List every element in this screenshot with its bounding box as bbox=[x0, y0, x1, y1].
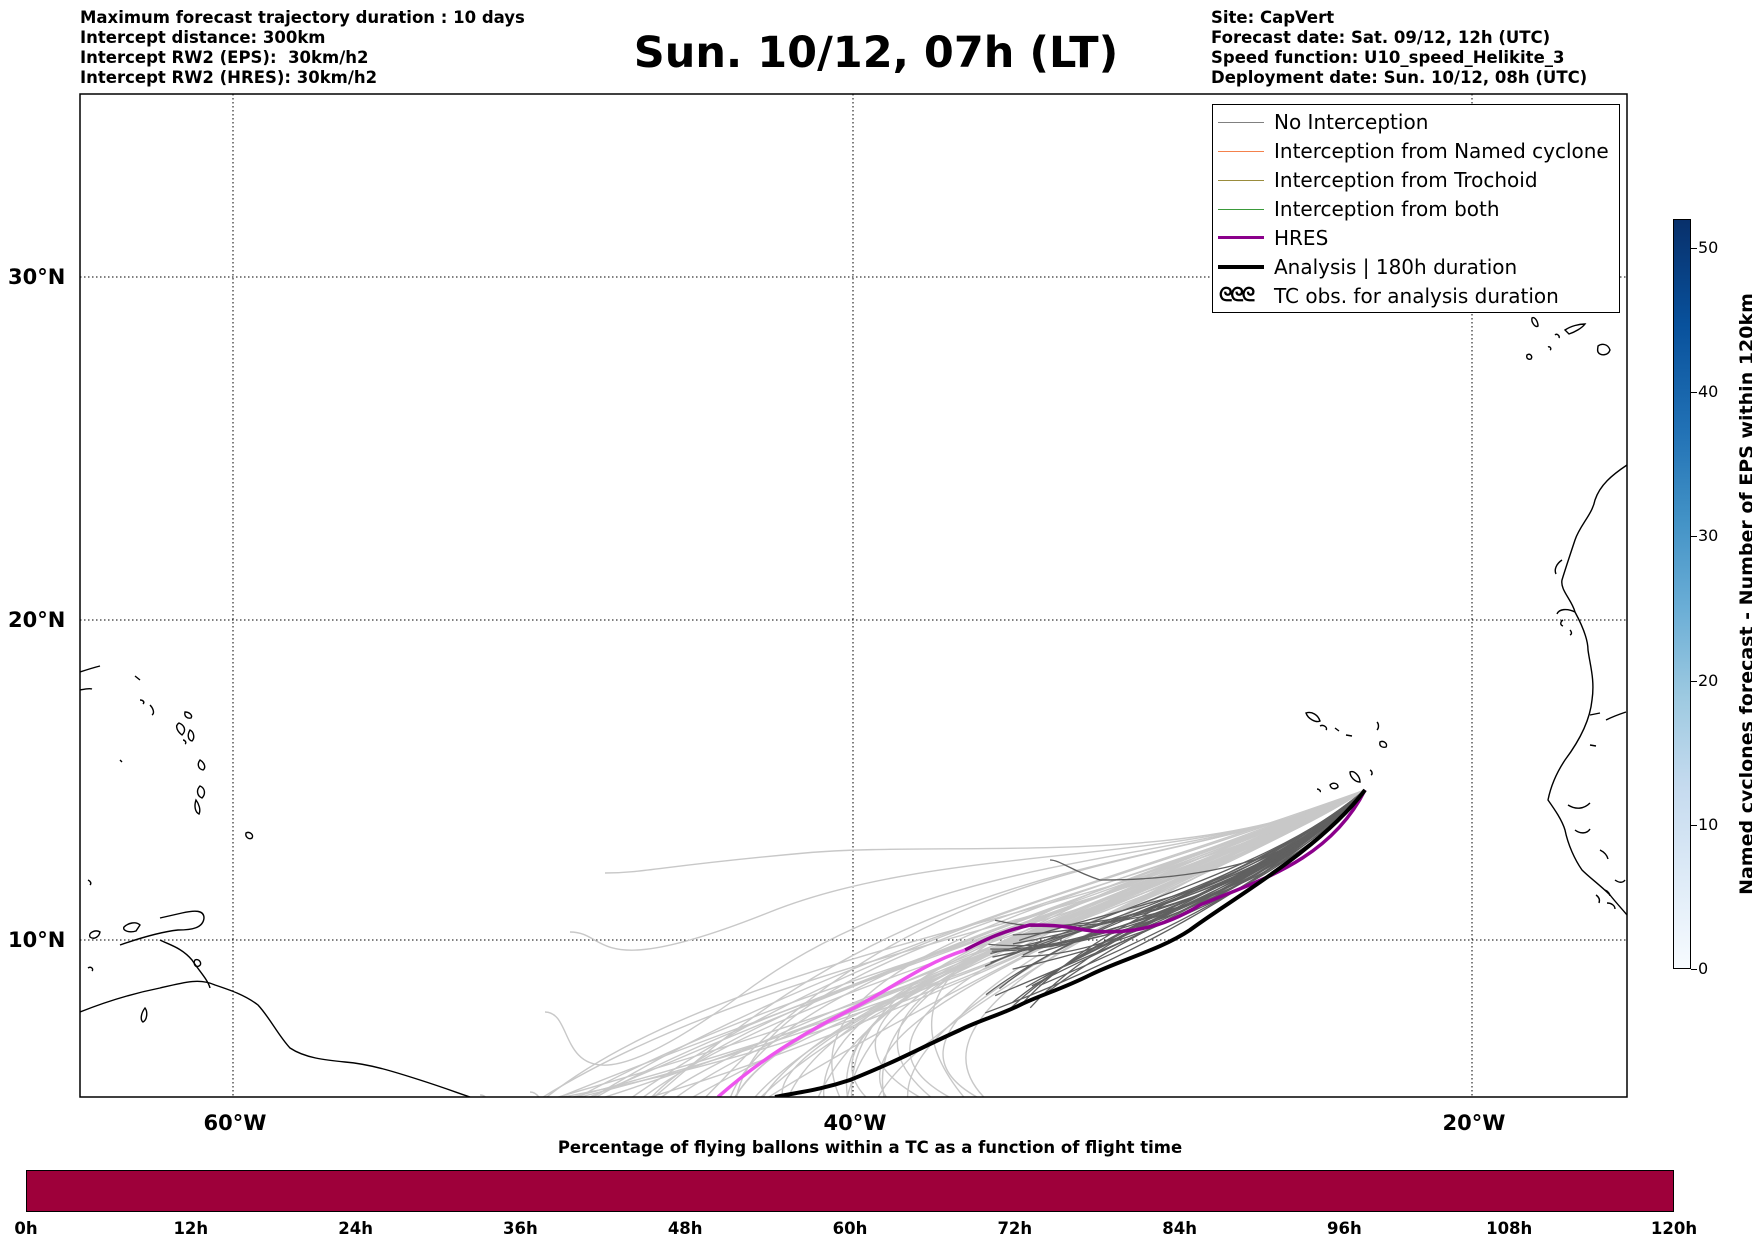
legend-line-olive bbox=[1218, 180, 1264, 181]
legend-label: HRES bbox=[1274, 226, 1329, 250]
trajectory-line bbox=[998, 789, 1366, 990]
flight-time-colorbar-title: Percentage of flying ballons within a TC… bbox=[557, 1138, 1183, 1157]
hres-line bbox=[964, 789, 1367, 952]
trajectories bbox=[479, 788, 1367, 1097]
coastlines bbox=[80, 316, 1627, 1097]
legend-label: Interception from both bbox=[1274, 197, 1500, 221]
legend-line-black bbox=[1218, 265, 1264, 269]
cyclone-symbols-icon: ᘓᘓᘓ bbox=[1219, 284, 1255, 306]
lon-label-20w: 20°W bbox=[1442, 1111, 1506, 1135]
flight-time-tick-label: 12h bbox=[173, 1219, 209, 1238]
legend-line-green bbox=[1218, 209, 1264, 210]
flight-time-tick-label: 24h bbox=[338, 1219, 373, 1238]
trajectory-line bbox=[569, 789, 1366, 951]
legend-item-no-interception: No Interception bbox=[1213, 108, 1619, 137]
colorbar-tick-label: 40 bbox=[1698, 382, 1719, 402]
trajectory-line bbox=[767, 789, 1366, 1097]
trajectory-line bbox=[542, 789, 1366, 1097]
intercept-hres-text: Intercept RW2 (HRES): 30km/h2 bbox=[80, 68, 378, 87]
legend-label: Interception from Trochoid bbox=[1274, 168, 1538, 192]
trajectory-line bbox=[1049, 789, 1366, 881]
trajectory-line bbox=[604, 789, 1366, 874]
colorbar-tick-label: 50 bbox=[1698, 237, 1719, 257]
colorbar-tick-mark bbox=[1691, 247, 1697, 249]
legend-label: No Interception bbox=[1274, 110, 1429, 134]
analysis-line bbox=[774, 788, 1367, 1097]
lat-label-30n: 30°N bbox=[8, 265, 66, 289]
eps-colorbar bbox=[1673, 219, 1691, 969]
map-frame bbox=[79, 93, 1628, 1098]
trajectory-line bbox=[529, 789, 1366, 1097]
intercept-eps-text: Intercept RW2 (EPS): 30km/h2 bbox=[80, 48, 369, 67]
lat-label-10n: 10°N bbox=[8, 928, 66, 952]
legend-line-orange bbox=[1218, 151, 1264, 152]
legend-label: Analysis | 180h duration bbox=[1274, 255, 1518, 279]
trajectory-line bbox=[570, 789, 1366, 1097]
flight-time-tick-label: 108h bbox=[1486, 1219, 1533, 1238]
hres-line-extended bbox=[716, 948, 966, 1097]
legend-item-named-cyclone: Interception from Named cyclone bbox=[1213, 137, 1619, 166]
flight-time-tick-label: 84h bbox=[1162, 1219, 1197, 1238]
flight-time-tick-label: 120h bbox=[1650, 1219, 1698, 1238]
flight-time-tick-label: 48h bbox=[667, 1219, 703, 1238]
speed-function-text: Speed function: U10_speed_Helikite_3 bbox=[1211, 48, 1565, 67]
colorbar-tick-mark bbox=[1691, 969, 1697, 970]
lon-label-40w: 40°W bbox=[823, 1111, 887, 1135]
legend-label: Interception from Named cyclone bbox=[1274, 139, 1609, 163]
header-right-info: Site: CapVert Forecast date: Sat. 09/12,… bbox=[1211, 8, 1587, 88]
colorbar-tick-mark bbox=[1691, 824, 1697, 826]
lon-label-60w: 60°W bbox=[203, 1111, 267, 1135]
trajectory-line bbox=[930, 789, 1366, 1097]
map-legend: No Interception Interception from Named … bbox=[1212, 104, 1620, 313]
trajectory-line bbox=[1039, 789, 1366, 987]
flight-time-colorbar bbox=[26, 1170, 1674, 1212]
colorbar-tick-mark bbox=[1691, 536, 1697, 538]
colorbar-tick-mark bbox=[1691, 680, 1697, 682]
trajectory-line bbox=[990, 789, 1366, 964]
trajectory-line bbox=[896, 789, 1366, 1097]
legend-label: TC obs. for analysis duration bbox=[1274, 284, 1559, 308]
header-left-info: Maximum forecast trajectory duration : 1… bbox=[80, 8, 525, 88]
forecast-date-text: Forecast date: Sat. 09/12, 12h (UTC) bbox=[1211, 28, 1551, 47]
flight-time-tick-label: 0h bbox=[14, 1219, 38, 1238]
site-text: Site: CapVert bbox=[1211, 8, 1335, 27]
colorbar-tick-mark bbox=[1691, 392, 1697, 394]
legend-line-purple bbox=[1218, 236, 1264, 239]
flight-time-tick-label: 36h bbox=[503, 1219, 538, 1238]
legend-item-tc-obs: ᘓᘓᘓ TC obs. for analysis duration bbox=[1213, 282, 1619, 311]
intercept-distance-text: Intercept distance: 300km bbox=[80, 28, 326, 47]
max-duration-text: Maximum forecast trajectory duration : 1… bbox=[80, 8, 525, 27]
eps-colorbar-label: Named cyclones forecast - Number of EPS … bbox=[1736, 293, 1752, 895]
legend-line-grey bbox=[1218, 122, 1264, 123]
trajectory-line bbox=[907, 789, 1366, 1097]
legend-item-analysis: Analysis | 180h duration bbox=[1213, 253, 1619, 282]
legend-item-both: Interception from both bbox=[1213, 195, 1619, 224]
legend-item-trochoid: Interception from Trochoid bbox=[1213, 166, 1619, 195]
colorbar-tick-label: 10 bbox=[1698, 814, 1719, 834]
trajectory-line bbox=[984, 789, 1366, 1014]
flight-time-tick-label: 60h bbox=[832, 1219, 868, 1238]
flight-time-tick-label: 96h bbox=[1327, 1219, 1362, 1238]
page-title: Sun. 10/12, 07h (LT) bbox=[633, 28, 1119, 78]
colorbar-tick-label: 20 bbox=[1698, 670, 1719, 690]
trajectory-line bbox=[1028, 789, 1366, 952]
colorbar-tick-label: 0 bbox=[1698, 959, 1709, 978]
flight-time-tick-label: 72h bbox=[997, 1219, 1033, 1238]
lat-label-20n: 20°N bbox=[8, 608, 66, 632]
trajectory-line bbox=[544, 789, 1366, 1066]
legend-item-hres: HRES bbox=[1213, 224, 1619, 253]
deployment-date-text: Deployment date: Sun. 10/12, 08h (UTC) bbox=[1211, 68, 1588, 87]
colorbar-tick-label: 30 bbox=[1698, 526, 1719, 546]
